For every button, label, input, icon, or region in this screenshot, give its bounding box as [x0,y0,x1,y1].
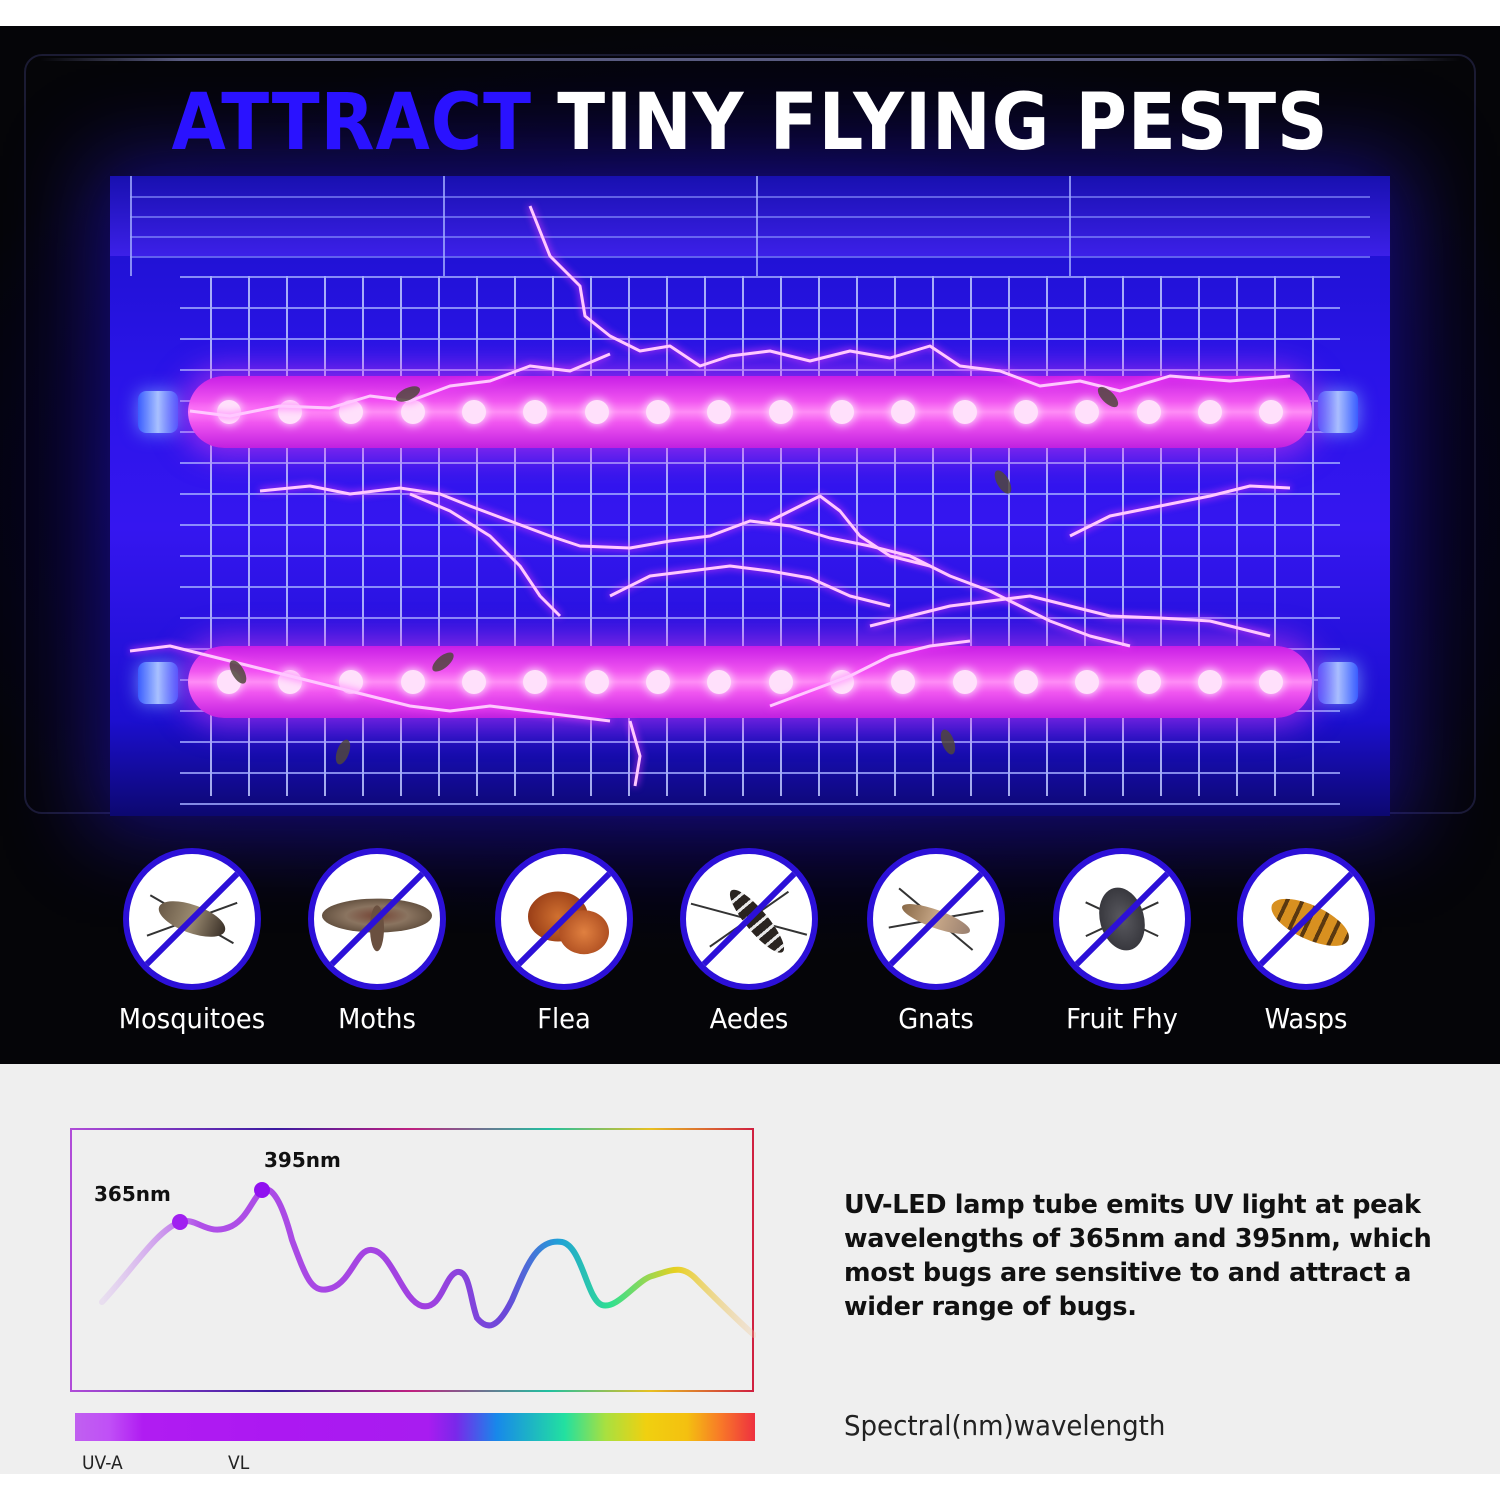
tube-cap-icon [138,662,178,704]
prohibit-slash [1243,856,1369,982]
prohibit-slash [1059,856,1185,982]
uv-tube-lower [188,646,1312,718]
description-text: UV-LED lamp tube emits UV light at peak … [844,1190,1432,1322]
tube-cap-icon [138,391,178,433]
prohibit-slash [686,856,812,982]
spectrum-color-bar [75,1413,755,1441]
gnat-icon [867,848,1005,990]
spectrum-label-vl: VL [228,1452,250,1474]
prohibit-slash [873,856,999,982]
prohibit-slash [129,856,255,982]
uv-tube-upper [188,376,1312,448]
tube-cap-icon [1318,662,1358,704]
pest-item-wasps: Wasps [1216,848,1396,1035]
page-headline: ATTRACT TINY FLYING PESTS [75,78,1425,168]
axis-caption: Spectral(nm)wavelength [844,1409,1166,1442]
headline-rest: TINY FLYING PESTS [557,78,1329,168]
spectrum-label-uva: UV-A [82,1452,123,1474]
pest-item-moths: Moths [287,848,467,1035]
flea-icon [495,848,633,990]
emission-curve [99,1182,756,1338]
device-top-edge [40,58,1460,61]
peak-label-395: 395nm [264,1148,341,1172]
pest-list: Mosquitoes Moths Flea [0,848,1500,1064]
pest-item-gnats: Gnats [846,848,1026,1035]
wasp-icon [1237,848,1375,990]
peak-label-365: 365nm [94,1182,171,1206]
pest-item-aedes: Aedes [659,848,839,1035]
headline-accent: ATTRACT [171,78,532,168]
prohibit-slash [501,856,627,982]
pest-item-mosquitoes: Mosquitoes [102,848,282,1035]
fruit-fly-icon [1053,848,1191,990]
pest-item-flea: Flea [474,848,654,1035]
electric-arc-icon [129,205,1291,787]
moth-icon [308,848,446,990]
aedes-icon [680,848,818,990]
pest-item-fruit-fly: Fruit Fhy [1032,848,1212,1035]
tube-cap-icon [1318,391,1358,433]
mosquito-icon [123,848,261,990]
hero-banner: ATTRACT TINY FLYING PESTS Mosquitoes Mot… [0,26,1500,1064]
spectrum-chart: 365nm 395nm [70,1128,756,1392]
spectrum-info-panel: 365nm 395nm UV-A VL UV-LED lamp tube emi… [0,1064,1500,1474]
bug-zapper-grid [110,176,1390,816]
